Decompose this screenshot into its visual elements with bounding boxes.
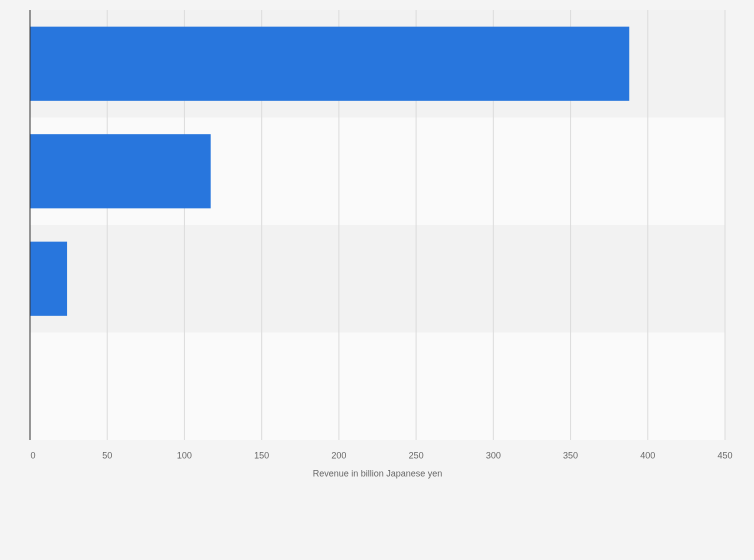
band-background	[30, 225, 725, 333]
x-tick-label: 350	[563, 450, 578, 460]
band-background	[30, 332, 725, 440]
bar	[30, 26, 630, 101]
x-axis-title: Revenue in billion Japanese yen	[313, 468, 443, 478]
bar	[30, 134, 211, 209]
x-tick-label: 200	[331, 450, 346, 460]
x-tick-label: 0	[30, 450, 35, 460]
bar	[30, 241, 68, 316]
x-tick-label: 50	[102, 450, 112, 460]
x-tick-label: 150	[254, 450, 269, 460]
x-tick-label: 450	[717, 450, 732, 460]
x-tick-label: 400	[640, 450, 655, 460]
x-tick-label: 100	[177, 450, 192, 460]
x-tick-label: 300	[486, 450, 501, 460]
x-tick-label: 250	[409, 450, 424, 460]
